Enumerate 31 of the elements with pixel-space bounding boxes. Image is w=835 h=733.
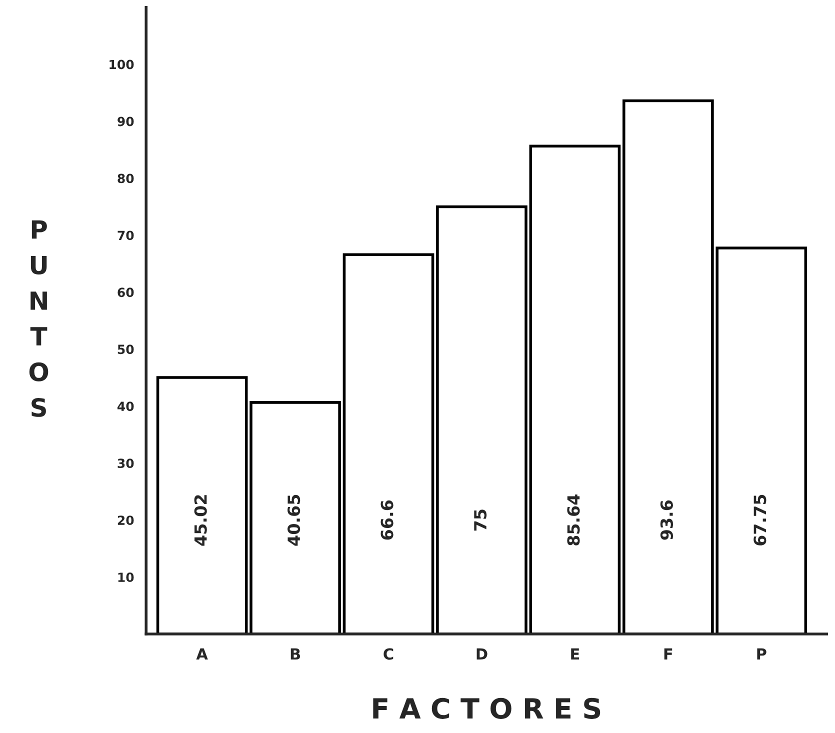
- y-tick-label: 60: [118, 288, 134, 298]
- y-tick-label: 40: [117, 402, 134, 412]
- data-label: 45.02: [194, 495, 207, 546]
- bar: [529, 144, 621, 634]
- x-tick-label: P: [757, 648, 766, 660]
- y-tick-label: 100: [110, 60, 134, 70]
- x-tick-label: C: [384, 648, 394, 660]
- bar: [156, 376, 248, 634]
- data-label: 66.6: [380, 500, 394, 540]
- x-tick-label: E: [571, 648, 580, 660]
- y-tick-label: 50: [118, 344, 134, 354]
- data-label: 85.64: [567, 494, 580, 546]
- x-tick-label: F: [664, 648, 672, 660]
- x-tick-label: B: [290, 648, 300, 660]
- data-label: 93.6: [660, 500, 674, 540]
- data-label: 40.65: [288, 494, 300, 546]
- bar: [342, 253, 434, 634]
- bar: [250, 401, 341, 634]
- y-tick-label: 30: [118, 458, 134, 468]
- y-tick-label: 10: [118, 572, 134, 582]
- data-label: 67.75: [754, 494, 766, 546]
- x-tick-label: A: [196, 648, 208, 660]
- y-tick-label: 70: [118, 230, 134, 240]
- y-tick-label: 20: [118, 516, 134, 526]
- x-axis-title: F A C T O R E S: [373, 698, 600, 719]
- bar: [436, 205, 528, 634]
- data-label: 75: [474, 510, 487, 531]
- y-tick-label: 90: [118, 116, 134, 126]
- y-axis-title: PUNTOS: [29, 220, 48, 417]
- y-tick-label: 80: [118, 174, 134, 184]
- x-tick-label: D: [476, 648, 488, 660]
